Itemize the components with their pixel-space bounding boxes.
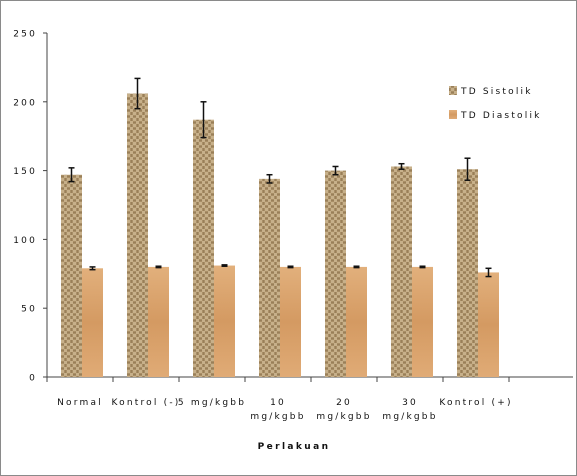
x-tick-label: Kontrol (+) xyxy=(439,398,512,408)
x-tick-label: mg/kgbb xyxy=(382,412,437,422)
y-tick-label: 250 xyxy=(13,30,37,40)
x-axis-title: Perlakuan xyxy=(258,442,331,452)
bar-diastolik xyxy=(148,266,169,377)
bar-sistolik xyxy=(259,178,280,377)
x-tick-label: mg/kgbb xyxy=(250,412,305,422)
bar-sistolik xyxy=(457,169,478,377)
bar-sistolik xyxy=(193,119,214,378)
bar-sistolik xyxy=(391,166,412,377)
y-tick-label: 200 xyxy=(13,98,37,108)
bar-sistolik xyxy=(325,170,346,377)
x-tick-label: mg/kgbb xyxy=(316,412,371,422)
x-tick-label: Normal xyxy=(57,398,103,408)
bar-diastolik xyxy=(82,268,103,377)
legend-swatch xyxy=(449,110,457,119)
legend-label: TD Diastolik xyxy=(460,111,542,121)
y-tick-label: 100 xyxy=(13,236,37,246)
x-tick-label: 10 xyxy=(270,398,286,408)
legend-swatch xyxy=(449,86,457,95)
bar-diastolik xyxy=(478,272,499,377)
y-tick-label: 150 xyxy=(13,167,37,177)
x-tick-label: 20 xyxy=(336,398,352,408)
legend: TD Sistolik TD Diastolik xyxy=(449,86,542,121)
x-tick-label: 5 mg/kgbb xyxy=(178,398,246,408)
bar-diastolik xyxy=(346,266,367,377)
bar-sistolik xyxy=(61,174,82,377)
bar-sistolik xyxy=(127,93,148,377)
y-tick-label: 0 xyxy=(29,374,37,384)
legend-label: TD Sistolik xyxy=(460,87,533,97)
y-tick-label: 50 xyxy=(21,305,37,315)
x-tick-label: 30 xyxy=(402,398,418,408)
x-tick-label: Kontrol (-) xyxy=(111,398,180,408)
bar-diastolik xyxy=(280,266,301,377)
axis-labels: 0 50 100 150 200 250 Normal Kontrol (-)5 mg/kgb… xyxy=(13,30,512,453)
bar-diastolik xyxy=(412,266,433,377)
bar-diastolik xyxy=(214,265,235,377)
bars xyxy=(61,77,499,378)
